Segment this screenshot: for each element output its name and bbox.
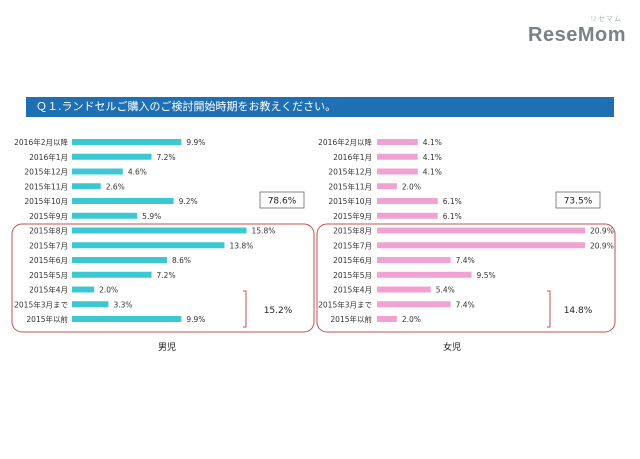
girls-category-label: 2015年以前 <box>330 314 372 324</box>
girls-category-label: 2016年2月以降 <box>318 137 372 147</box>
boys-category-label: 2015年6月 <box>29 255 68 265</box>
girls-value-label: 4.1% <box>423 153 442 162</box>
girls-total-box <box>555 191 601 209</box>
girls-bar <box>377 257 451 263</box>
girls-category-label: 2015年4月 <box>333 285 372 295</box>
boys-value-label: 3.3% <box>113 300 132 309</box>
girls-category-label: 2015年11月 <box>328 181 372 191</box>
girls-category-label: 2015年8月 <box>333 226 372 236</box>
boys-bar <box>72 271 152 278</box>
boys-value-label: 2.0% <box>99 286 118 295</box>
boys-category-label: 2015年8月 <box>29 226 68 236</box>
boys-value-label: 7.2% <box>157 271 176 280</box>
boys-value-label: 9.2% <box>179 197 198 206</box>
girls-bar <box>377 271 472 278</box>
girls-bar <box>377 286 431 293</box>
boys-bar <box>72 139 182 145</box>
boys-category-label: 2015年5月 <box>29 270 68 280</box>
girls-category-label: 2015年3月まで <box>318 299 372 309</box>
boys-bar <box>72 198 174 204</box>
boys-value-label: 9.9% <box>186 138 205 147</box>
girls-bar <box>377 301 451 308</box>
boys-category-label: 2015年10月 <box>24 196 68 206</box>
boys-bar <box>72 212 138 219</box>
question-header: Ｑ１.ランドセルご購入のご検討開始時期をお教えください。 <box>26 97 614 117</box>
girls-bar <box>377 168 418 175</box>
girls-bar <box>377 139 418 145</box>
girls-bar <box>377 198 438 204</box>
girls-category-label: 2015年7月 <box>333 240 372 250</box>
boys-bar <box>72 316 182 322</box>
boys-bar <box>72 286 95 293</box>
boys-category-label: 2015年9月 <box>29 211 68 221</box>
girls-bar <box>377 227 586 234</box>
girls-value-label: 5.4% <box>436 286 455 295</box>
girls-group-box <box>316 223 616 333</box>
girls-category-label: 2015年9月 <box>333 211 372 221</box>
boys-category-label: 2016年2月以降 <box>14 137 68 147</box>
boys-bar <box>72 153 152 160</box>
boys-value-label: 8.6% <box>172 256 191 265</box>
girls-category-label: 2015年6月 <box>333 255 372 265</box>
girls-category-label: 2015年12月 <box>328 167 372 177</box>
boys-value-label: 5.9% <box>142 212 161 221</box>
boys-value-label: 4.6% <box>128 168 147 177</box>
boys-bar <box>72 227 247 234</box>
boys-bracket <box>243 290 247 328</box>
girls-category-label: 2015年10月 <box>328 196 372 206</box>
boys-value-label: 2.6% <box>106 182 125 191</box>
girls-bracket <box>547 290 551 328</box>
boys-total-label: 78.6% <box>268 197 297 207</box>
girls-total-label: 73.5% <box>564 197 593 207</box>
girls-value-label: 4.1% <box>423 138 442 147</box>
boys-chart-title: 男児 <box>158 342 176 353</box>
boys-value-label: 7.2% <box>157 153 176 162</box>
girls-category-label: 2016年1月 <box>333 152 372 162</box>
boys-category-label: 2016年1月 <box>29 152 68 162</box>
boys-bracket-label: 15.2% <box>264 306 293 316</box>
girls-value-label: 2.0% <box>402 182 421 191</box>
boys-total-box <box>259 191 305 209</box>
girls-value-label: 6.1% <box>443 212 462 221</box>
girls-value-label: 2.0% <box>402 315 421 324</box>
girls-value-label: 20.9% <box>590 241 614 250</box>
girls-value-label: 9.5% <box>477 271 496 280</box>
boys-bar <box>72 301 109 308</box>
boys-category-label: 2015年3月まで <box>14 299 68 309</box>
logo-wordmark: ReseMom <box>528 24 626 46</box>
girls-bracket-label: 14.8% <box>564 306 593 316</box>
brand-logo: リセマム ReseMom <box>528 14 626 47</box>
boys-category-label: 2015年4月 <box>29 285 68 295</box>
girls-value-label: 7.4% <box>456 300 475 309</box>
boys-category-label: 2015年7月 <box>29 240 68 250</box>
boys-bar <box>72 183 101 190</box>
boys-value-label: 13.8% <box>229 241 253 250</box>
girls-value-label: 4.1% <box>423 168 442 177</box>
girls-bar <box>377 183 397 190</box>
boys-category-label: 2015年12月 <box>24 167 68 177</box>
girls-bar <box>377 212 438 219</box>
boys-bar <box>72 168 123 175</box>
boys-category-label: 2015年以前 <box>26 314 68 324</box>
boys-bar <box>72 242 225 249</box>
boys-value-label: 15.8% <box>252 227 276 236</box>
boys-category-label: 2015年11月 <box>24 181 68 191</box>
boys-group-box <box>11 223 315 333</box>
girls-bar <box>377 316 397 322</box>
boys-bar <box>72 257 168 263</box>
girls-value-label: 20.9% <box>590 227 614 236</box>
girls-category-label: 2015年5月 <box>333 270 372 280</box>
boys-value-label: 9.9% <box>186 315 205 324</box>
girls-chart-title: 女児 <box>443 341 461 353</box>
girls-value-label: 6.1% <box>443 197 462 206</box>
girls-value-label: 7.4% <box>456 256 475 265</box>
girls-bar <box>377 242 586 249</box>
logo-kana: リセマム <box>590 15 622 23</box>
girls-bar <box>377 153 418 160</box>
